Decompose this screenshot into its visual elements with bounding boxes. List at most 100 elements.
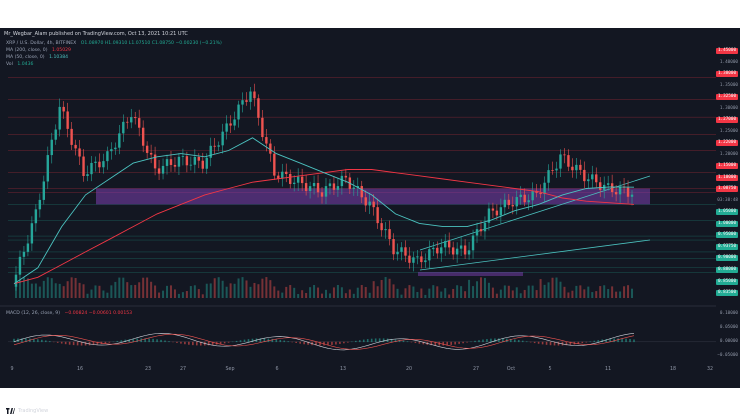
macd-histogram-bar	[124, 339, 127, 343]
ma50-value: 1.10384	[49, 55, 69, 60]
volume-bar	[297, 294, 300, 298]
candle-body	[197, 156, 201, 161]
volume-bar	[173, 289, 176, 298]
macd-histogram-bar	[275, 339, 278, 343]
price-chart[interactable]	[0, 28, 740, 388]
candle-body	[432, 247, 435, 250]
macd-histogram-bar	[176, 341, 178, 343]
macd-histogram-bar	[303, 341, 305, 345]
candle-body	[173, 164, 177, 167]
candle-body	[193, 156, 197, 165]
price-axis-label: 0.85000	[716, 278, 738, 285]
candle-body	[487, 208, 491, 223]
volume-bar	[476, 281, 479, 298]
volume-bar	[531, 285, 534, 298]
macd-histogram-bar	[331, 341, 333, 345]
macd-histogram-bar	[430, 341, 433, 346]
macd-histogram-bar	[402, 340, 405, 343]
candle-body	[157, 168, 161, 174]
volume-bar	[253, 282, 256, 298]
candle-body	[213, 145, 216, 147]
candle-body	[245, 100, 248, 102]
macd-histogram-bar	[502, 338, 504, 343]
macd-histogram-bar	[148, 338, 150, 343]
candle-body	[563, 154, 566, 156]
candle-body	[26, 243, 30, 252]
macd-histogram-bar	[438, 341, 441, 346]
candle-body	[428, 249, 431, 261]
candle-body	[511, 205, 514, 207]
volume-bar	[615, 291, 618, 298]
macd-histogram-bar	[474, 340, 476, 343]
volume-bar	[495, 293, 498, 298]
candle-body	[475, 229, 479, 236]
volume-bar	[249, 286, 252, 298]
candle-body	[94, 161, 97, 163]
volume-bar	[201, 294, 204, 298]
macd-histogram-bar	[629, 339, 631, 343]
macd-histogram-bar	[498, 338, 500, 343]
macd-histogram-bar	[517, 340, 520, 343]
candle-body	[221, 131, 224, 146]
volume-bar	[587, 286, 590, 298]
volume-bar	[162, 290, 165, 298]
macd-histogram-bar	[378, 338, 381, 343]
candle-body	[90, 162, 93, 175]
macd-histogram-bar	[327, 341, 329, 346]
macd-histogram-bar	[199, 341, 202, 346]
time-axis-label: 23	[144, 367, 152, 372]
volume-bar	[404, 288, 407, 298]
price-axis-label: 1.40000	[719, 59, 738, 65]
macd-histogram-bar	[235, 340, 238, 343]
macd-histogram-bar	[589, 341, 592, 343]
candle-body	[265, 137, 268, 144]
volume-bar	[472, 286, 475, 298]
macd-histogram-bar	[164, 340, 166, 343]
time-axis-label: 18	[669, 367, 677, 372]
ma50-line	[13, 137, 635, 285]
macd-histogram-bar	[239, 340, 242, 343]
tradingview-footer: TradingView	[6, 408, 48, 414]
volume-bar	[309, 287, 312, 298]
candle-body	[515, 197, 518, 207]
macd-axis-label: 0.00000	[719, 339, 738, 344]
macd-signal-line	[13, 333, 635, 350]
candle-body	[161, 165, 165, 174]
candle-body	[451, 247, 455, 255]
volume-bar	[424, 294, 427, 298]
macd-histogram-bar	[374, 338, 377, 343]
macd-axis-label: 0.10000	[719, 311, 738, 316]
volume-bar	[305, 293, 308, 298]
candle-body	[392, 239, 395, 255]
candle-body	[404, 247, 407, 256]
candle-body	[583, 169, 586, 182]
volume-bar	[571, 290, 574, 298]
macd-histogram-bar	[180, 341, 182, 344]
candle-body	[559, 154, 562, 169]
macd-histogram-bar	[168, 341, 170, 343]
volume-bar	[400, 294, 403, 298]
volume-bar	[321, 293, 324, 298]
macd-histogram-bar	[494, 338, 496, 343]
candle-body	[412, 257, 415, 263]
volume-bar	[547, 282, 550, 298]
ma200-legend: MA (200, close, 0) 1.05029	[6, 48, 74, 53]
lower-trendline	[419, 239, 651, 271]
candle-body	[507, 199, 511, 206]
volume-bar	[166, 285, 169, 298]
volume-bar	[583, 289, 586, 298]
candle-body	[440, 247, 443, 254]
volume-bar	[181, 292, 184, 298]
macd-histogram-bar	[470, 341, 472, 343]
macd-histogram-bar	[537, 341, 540, 344]
volume-bar	[595, 291, 598, 298]
macd-histogram-bar	[509, 338, 512, 343]
candle-body	[352, 187, 356, 189]
macd-histogram-bar	[25, 338, 27, 343]
volume-bar	[519, 293, 522, 298]
candle-body	[531, 190, 534, 201]
volume-bar	[344, 293, 347, 298]
macd-histogram-bar	[545, 341, 548, 345]
candle-body	[292, 182, 296, 184]
macd-histogram-bar	[21, 338, 23, 343]
